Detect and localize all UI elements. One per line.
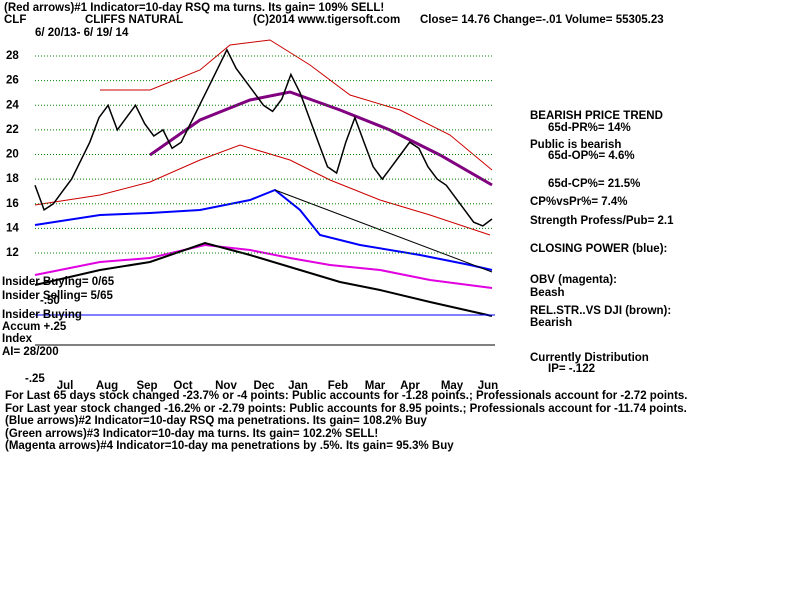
stat: REL.STR..VS DJI (brown): [530, 305, 671, 317]
note: (Red arrows)#1 Indicator=10-day RSQ ma t… [4, 2, 384, 14]
stat: CLOSING POWER (blue): [530, 243, 667, 255]
stat: Insider Selling= 5/65 [2, 290, 113, 302]
stat: OBV (magenta): [530, 274, 617, 286]
footer-line: For Last 65 days stock changed -23.7% or… [5, 390, 688, 402]
stat: Bearish [530, 317, 572, 329]
x-tick-label: May [441, 380, 464, 392]
indicator-lines [34, 39, 495, 346]
footer-line: (Green arrows)#3 Indicator=10-day ma tur… [5, 428, 378, 440]
stat: Insider Buying= 0/65 [2, 276, 115, 288]
y-tick-label: 20 [6, 149, 19, 161]
stat: 65d-PR%= 14% [548, 122, 631, 134]
stat: -.50 [40, 295, 60, 307]
x-tick-label: Nov [215, 380, 237, 392]
stat: Index [2, 333, 33, 345]
y-tick-label: 12 [6, 247, 19, 259]
date-range: 6/ 20/13- 6/ 19/ 14 [35, 27, 129, 39]
stat: -.25 [25, 373, 45, 385]
stat: Strength Profess/Pub= 2.1 [530, 215, 674, 227]
stat: AI= 28/200 [2, 346, 59, 358]
footer-line: (Blue arrows)#2 Indicator=10-day RSQ ma … [5, 415, 427, 427]
quote: Close= 14.76 Change=-.01 Volume= 55305.2… [420, 14, 664, 26]
y-tick-label: 22 [6, 124, 19, 136]
y-tick-label: 24 [6, 99, 19, 111]
y-tick-label: 16 [6, 198, 19, 210]
x-tick-label: Oct [173, 380, 192, 392]
x-tick-label: Sep [136, 380, 157, 392]
stat: Currently Distribution [530, 352, 649, 364]
stat: CP%vsPr%= 7.4% [530, 196, 628, 208]
x-tick-label: Jan [288, 380, 308, 392]
stat: 65d-OP%= 4.6% [548, 150, 635, 162]
trend: BEARISH PRICE TREND [530, 110, 663, 122]
stat: IP= -.122 [548, 363, 595, 375]
price-line [34, 48, 493, 227]
stat: Public is bearish [530, 139, 621, 151]
x-tick-label: Mar [365, 380, 386, 392]
y-tick-label: 14 [6, 222, 19, 234]
x-tick-label: Jun [478, 380, 498, 392]
stat: Beash [530, 287, 565, 299]
x-tick-label: Jul [57, 380, 74, 392]
symbol: CLF [4, 14, 26, 26]
y-tick-label: 18 [6, 173, 19, 185]
y-tick-label: 28 [6, 50, 19, 62]
copyright: (C)2014 www.tigersoft.com [253, 14, 400, 26]
y-tick-label: 26 [6, 75, 19, 87]
company: CLIFFS NATURAL [85, 14, 183, 26]
stat: Insider Buying [2, 309, 82, 321]
stat: Accum +.25 [2, 321, 67, 333]
footer-line: For Last year stock changed -16.2% or -2… [5, 403, 687, 415]
x-tick-label: Aug [96, 380, 118, 392]
footer-line: (Magenta arrows)#4 Indicator=10-day ma p… [5, 440, 454, 452]
x-tick-label: Dec [253, 380, 275, 392]
x-tick-label: Apr [400, 380, 420, 392]
x-tick-label: Feb [328, 380, 348, 392]
stat: 65d-CP%= 21.5% [548, 178, 640, 190]
